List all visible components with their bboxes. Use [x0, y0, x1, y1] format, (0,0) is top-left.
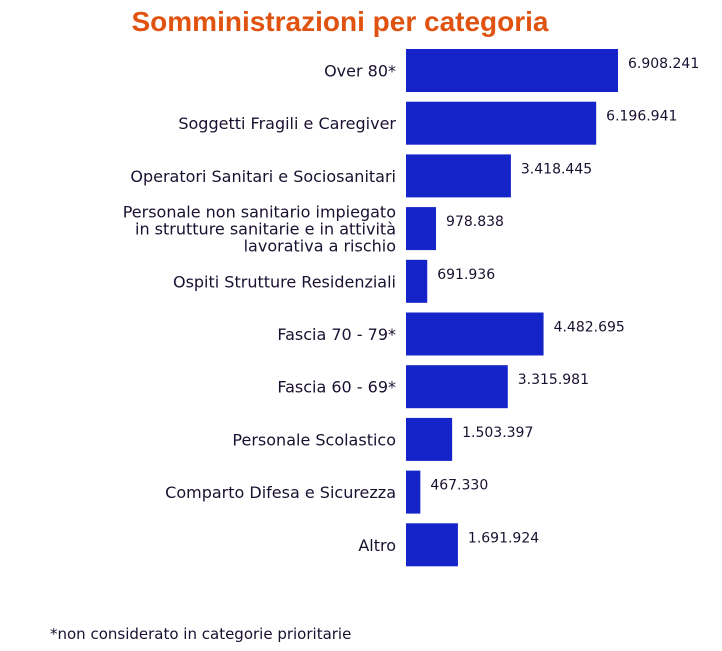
- value-label-10: 1.691.924: [468, 530, 539, 546]
- bar-chart: 6.908.241 Over 80* 6.196.941 Soggetti Fragi…: [123, 49, 699, 567]
- bar-9: [406, 470, 421, 514]
- bar-4: [406, 207, 437, 251]
- category-label-9: Comparto Difesa e Sicurezza: [165, 483, 396, 502]
- value-label-6: 4.482.695: [554, 320, 625, 336]
- value-label-2: 6.196.941: [606, 109, 677, 125]
- chart-title: Somministrazioni per categoria: [131, 6, 549, 37]
- bar-2: [406, 101, 597, 145]
- bar-10: [406, 523, 458, 567]
- value-label-7: 3.315.981: [518, 372, 589, 388]
- value-label-8: 1.503.397: [462, 425, 533, 441]
- category-label-6: Fascia 70 - 79*: [277, 325, 396, 344]
- bar-7: [406, 365, 508, 409]
- category-label-3: Operatori Sanitari e Sociosanitari: [130, 167, 396, 186]
- category-label-5: Ospiti Strutture Residenziali: [173, 272, 396, 291]
- bar-6: [406, 312, 544, 356]
- bar-8: [406, 417, 453, 461]
- value-label-3: 3.418.445: [521, 161, 592, 177]
- value-label-4: 978.838: [446, 214, 504, 230]
- category-label-2: Soggetti Fragili e Caregiver: [178, 114, 396, 133]
- bar-3: [406, 154, 511, 198]
- category-label-7: Fascia 60 - 69*: [277, 378, 396, 397]
- value-label-5: 691.936: [437, 267, 495, 283]
- category-label-10: Altro: [358, 536, 396, 555]
- footnote: *non considerato in categorie prioritari…: [50, 625, 352, 643]
- bar-1: [406, 49, 618, 92]
- value-label-1: 6.908.241: [628, 56, 699, 72]
- category-label-8: Personale Scolastico: [232, 430, 396, 449]
- bar-5: [406, 259, 428, 303]
- category-label-1: Over 80*: [324, 62, 396, 81]
- value-label-9: 467.330: [430, 478, 488, 494]
- category-label-4: Personale non sanitario impiegato in stru…: [123, 203, 396, 256]
